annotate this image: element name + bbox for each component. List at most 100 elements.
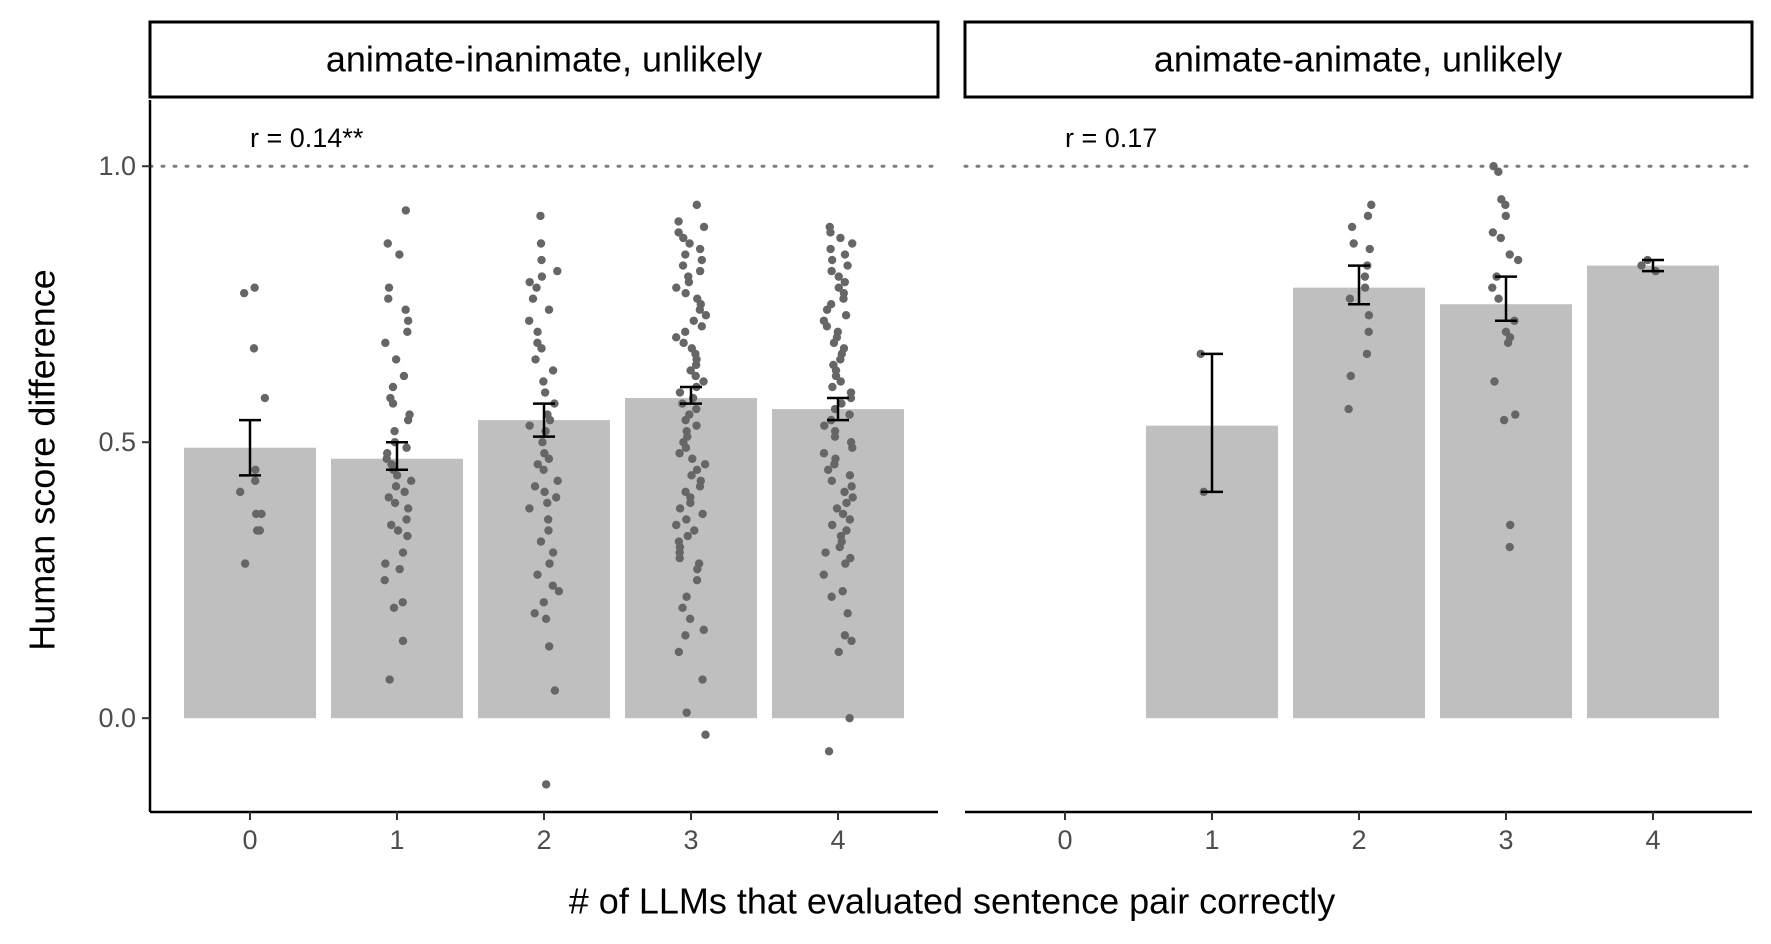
data-point — [390, 498, 400, 508]
data-point — [679, 233, 688, 243]
x-tick-label: 4 — [1645, 825, 1660, 855]
data-point — [1345, 294, 1355, 303]
data-point — [545, 415, 555, 425]
data-point — [826, 228, 835, 237]
data-point — [838, 587, 847, 596]
x-tick-label: 2 — [1351, 825, 1366, 855]
data-point — [701, 311, 711, 320]
data-point — [848, 443, 857, 452]
data-point — [836, 355, 845, 364]
data-point — [388, 382, 398, 392]
data-point — [681, 631, 690, 640]
data-point — [836, 233, 845, 243]
data-point — [249, 344, 259, 353]
data-point — [848, 493, 857, 502]
data-point — [699, 222, 709, 232]
data-point — [832, 504, 842, 513]
data-point — [401, 305, 410, 314]
data-point — [530, 609, 539, 618]
data-point — [821, 548, 830, 557]
data-point — [828, 382, 837, 392]
data-point — [847, 482, 856, 491]
data-point — [540, 449, 549, 458]
data-point — [403, 316, 413, 325]
data-point — [690, 526, 699, 535]
data-point — [395, 250, 404, 259]
data-point — [1360, 272, 1370, 281]
data-point — [840, 277, 850, 287]
data-point — [260, 393, 270, 403]
data-point — [403, 327, 412, 337]
data-point — [1513, 255, 1523, 265]
data-point — [388, 399, 398, 408]
data-point — [381, 338, 390, 348]
data-point — [387, 520, 396, 530]
data-point — [1363, 211, 1373, 221]
data-point — [828, 520, 837, 530]
data-point — [819, 449, 829, 458]
data-point — [525, 277, 534, 287]
data-point — [1637, 261, 1646, 270]
data-point — [682, 515, 691, 524]
bar-mean — [1293, 287, 1425, 719]
data-point — [1360, 283, 1370, 292]
data-point — [540, 487, 549, 497]
data-point — [697, 322, 706, 331]
data-point — [692, 421, 701, 430]
data-point — [845, 713, 854, 723]
x-tick-label: 3 — [1498, 825, 1513, 855]
data-point — [392, 471, 402, 480]
data-point — [834, 272, 843, 281]
data-point — [681, 250, 690, 259]
data-point — [398, 598, 407, 607]
data-point — [391, 482, 401, 491]
data-point — [1367, 200, 1376, 210]
data-point — [543, 515, 553, 524]
data-point — [674, 217, 683, 226]
data-point — [846, 553, 855, 563]
data-point — [674, 228, 683, 237]
x-tick-label: 3 — [683, 825, 698, 855]
data-point — [536, 537, 546, 546]
data-point — [544, 526, 553, 535]
data-point — [845, 471, 855, 480]
data-point — [672, 283, 681, 292]
y-axis-title: Human score difference — [22, 269, 63, 651]
data-point — [550, 686, 560, 695]
data-point — [541, 426, 550, 436]
data-point — [385, 675, 394, 684]
data-point — [682, 592, 691, 601]
data-point — [539, 598, 548, 607]
data-point — [695, 266, 705, 276]
data-point — [822, 322, 832, 331]
data-point — [819, 570, 828, 579]
data-point — [537, 272, 547, 281]
bar-mean — [625, 398, 757, 719]
data-point — [675, 504, 685, 513]
bar-mean — [1440, 304, 1572, 719]
data-point — [1364, 311, 1374, 320]
data-point — [539, 377, 548, 386]
bar-mean — [478, 420, 610, 719]
data-point — [524, 316, 534, 325]
data-point — [252, 526, 262, 535]
data-point — [1196, 349, 1205, 359]
data-point — [543, 498, 552, 508]
data-point — [250, 476, 260, 486]
data-point — [533, 460, 542, 469]
data-point — [827, 255, 837, 265]
data-point — [539, 465, 548, 474]
data-point — [827, 476, 837, 486]
data-point — [403, 531, 412, 541]
data-point — [1501, 211, 1511, 221]
data-point — [685, 614, 695, 624]
data-point — [1505, 542, 1514, 552]
y-tick-label: 0.5 — [98, 427, 136, 457]
data-point — [691, 360, 701, 370]
data-point — [836, 377, 845, 386]
data-point — [390, 426, 399, 436]
data-point — [381, 559, 390, 568]
data-point — [541, 780, 551, 789]
data-point — [541, 614, 551, 624]
